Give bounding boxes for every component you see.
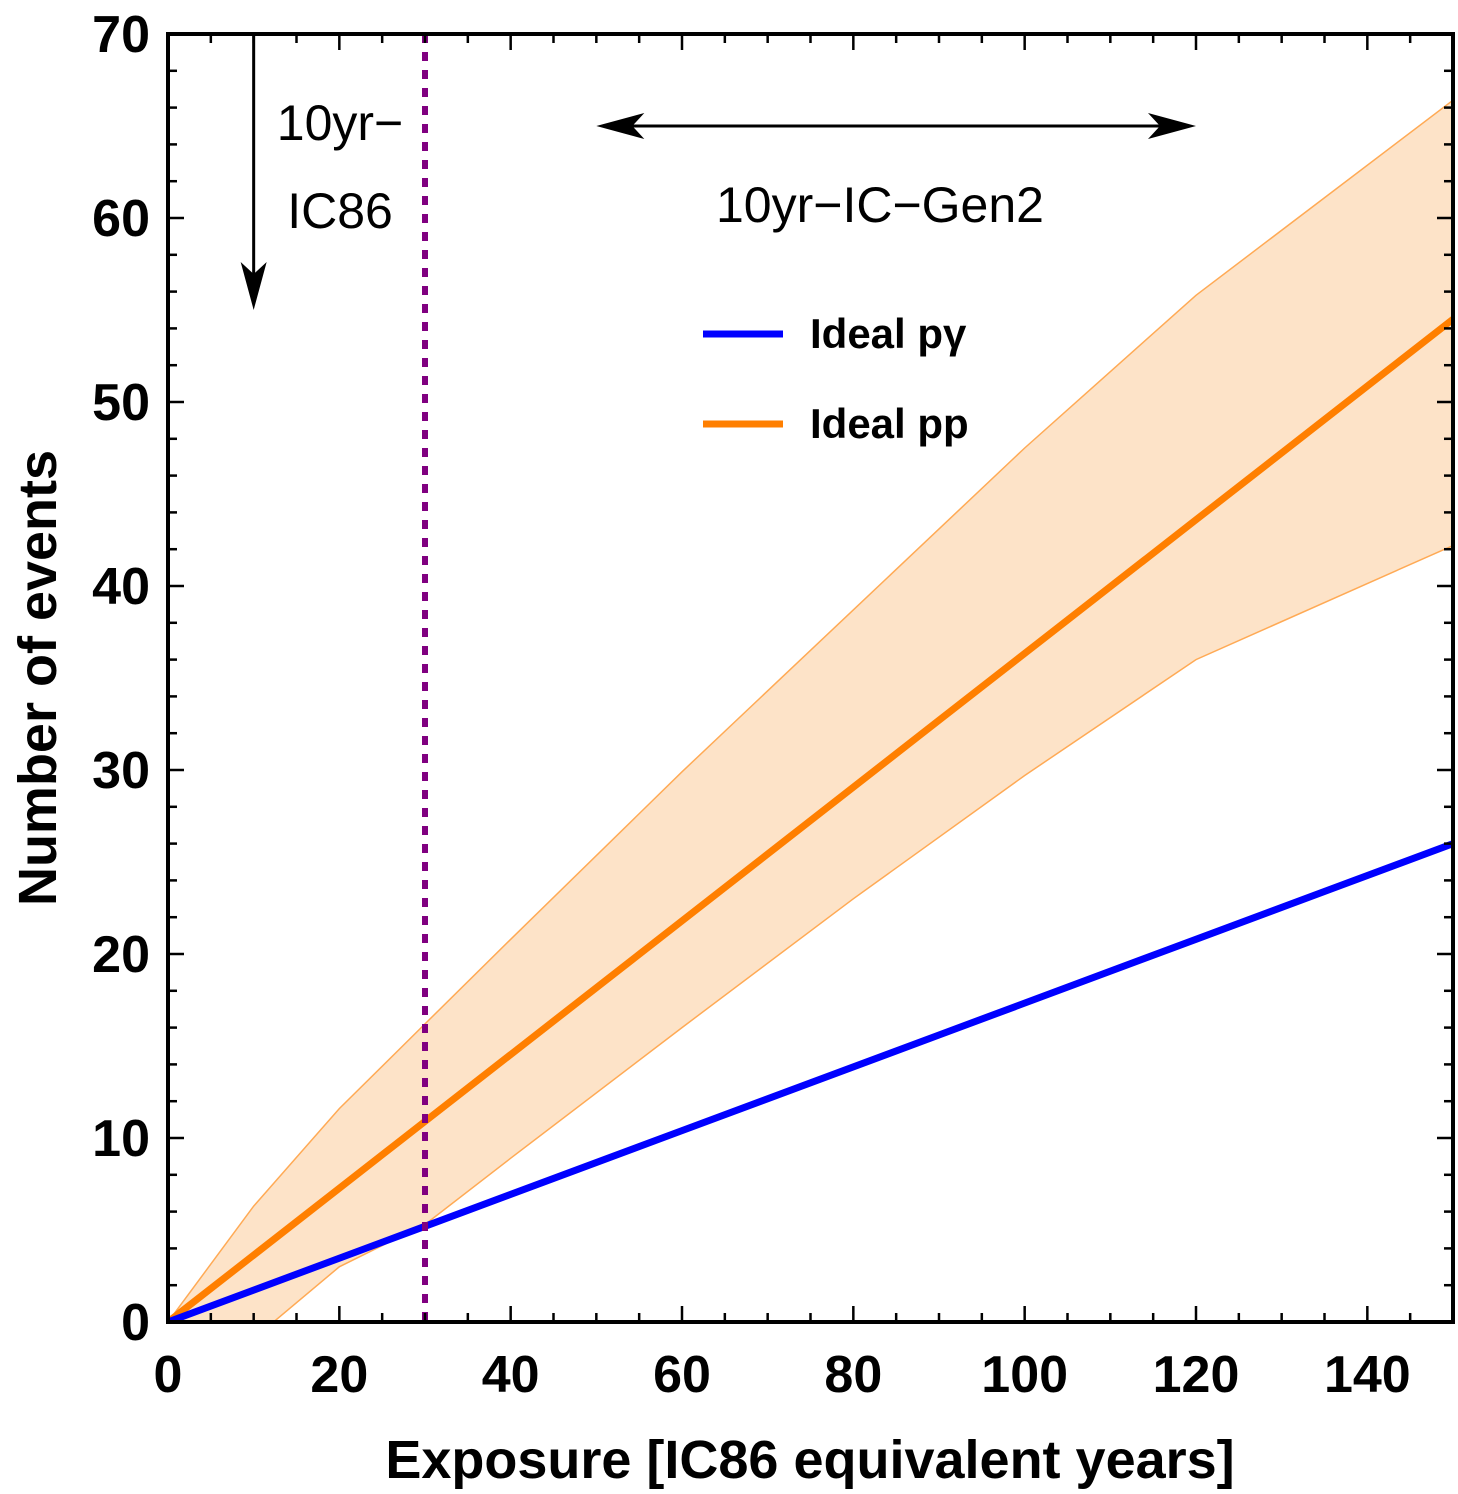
ic86-label-line1: 10yr− bbox=[277, 95, 403, 151]
error-band-lower-edge bbox=[168, 544, 1453, 1322]
error-band-layer bbox=[168, 99, 1453, 1322]
x-tick-label: 60 bbox=[653, 1346, 711, 1404]
error-band-fill bbox=[168, 100, 1453, 1322]
x-tick-label: 120 bbox=[1153, 1346, 1240, 1404]
annotation-layer bbox=[240, 34, 1196, 310]
range-arrow-left-head bbox=[596, 113, 645, 139]
y-tick-label: 0 bbox=[121, 1294, 150, 1352]
y-tick-label: 50 bbox=[92, 374, 150, 432]
y-tick-label: 10 bbox=[92, 1110, 150, 1168]
y-tick-label: 70 bbox=[92, 6, 150, 64]
legend-label-pp: Ideal pp bbox=[810, 400, 969, 447]
series-layer bbox=[168, 315, 1453, 1322]
x-tick-label: 0 bbox=[154, 1346, 183, 1404]
range-arrow-right-head bbox=[1148, 113, 1196, 139]
y-tick-label: 40 bbox=[92, 558, 150, 616]
series-line-pp bbox=[168, 315, 1453, 1322]
x-tick-label: 80 bbox=[824, 1346, 882, 1404]
y-tick-label: 30 bbox=[92, 742, 150, 800]
x-tick-label: 40 bbox=[482, 1346, 540, 1404]
ic86-label-line2: IC86 bbox=[287, 183, 393, 239]
x-tick-label: 20 bbox=[310, 1346, 368, 1404]
x-tick-label: 100 bbox=[981, 1346, 1068, 1404]
x-axis-title: Exposure [IC86 equivalent years] bbox=[385, 1430, 1234, 1490]
error-band-upper-edge bbox=[168, 99, 1453, 1322]
legend: Ideal pγ Ideal pp bbox=[703, 310, 969, 447]
down-arrow-head bbox=[240, 262, 267, 310]
y-tick-label: 20 bbox=[92, 926, 150, 984]
tick-layer: 0 20 40 60 80 100 120 140 0 10 20 30 40 50 60 70 bbox=[92, 6, 1455, 1404]
y-axis-title: Number of events bbox=[8, 450, 68, 906]
gen2-label: 10yr−IC−Gen2 bbox=[716, 177, 1044, 233]
x-tick-label: 140 bbox=[1324, 1346, 1411, 1404]
legend-label-py: Ideal pγ bbox=[810, 310, 967, 357]
series-line-py bbox=[168, 840, 1453, 1322]
y-tick-label: 60 bbox=[92, 190, 150, 248]
